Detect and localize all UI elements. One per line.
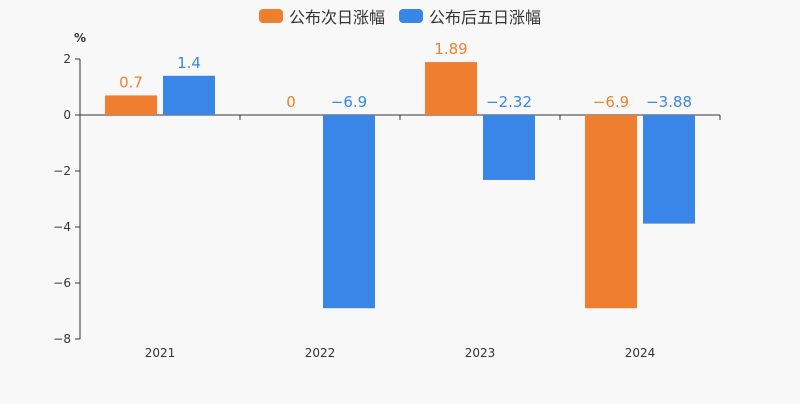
legend-swatch-series-1 [258, 9, 283, 23]
legend-label-series-2: 公布后五日涨幅 [429, 8, 542, 27]
bar-series-2-2023[interactable] [483, 115, 535, 180]
bar-label-series-2-2024: −3.88 [646, 93, 692, 111]
bars [105, 62, 695, 309]
legend-item-series-2[interactable]: 公布后五日涨幅 [399, 4, 541, 28]
y-axis-unit-label: % [74, 31, 86, 45]
y-tick-label: 2 [63, 52, 71, 66]
bar-label-series-2-2023: −2.32 [486, 93, 532, 111]
legend-label-series-1: 公布次日涨幅 [288, 8, 385, 27]
bar-label-series-1-2024: −6.9 [593, 93, 629, 111]
x-tick-label: 2023 [465, 346, 496, 360]
bar-series-2-2024[interactable] [643, 115, 695, 224]
bar-series-1-2023[interactable] [425, 62, 477, 115]
bar-label-series-2-2021: 1.4 [177, 54, 201, 72]
y-tick-label: −6 [53, 276, 71, 290]
legend-swatch-series-2 [399, 9, 423, 23]
x-tick-label: 2024 [625, 346, 656, 360]
y-tick-label: −4 [53, 220, 71, 234]
bar-series-2-2022[interactable] [323, 115, 375, 309]
bar-series-1-2024[interactable] [585, 115, 637, 309]
legend-item-series-1[interactable]: 公布次日涨幅 [258, 4, 385, 28]
legend: 公布次日涨幅 公布后五日涨幅 [0, 4, 800, 28]
bar-label-series-1-2023: 1.89 [434, 40, 467, 58]
y-tick-label: −2 [53, 164, 71, 178]
bar-label-series-1-2022: 0 [286, 93, 296, 111]
bar-series-1-2021[interactable] [105, 95, 157, 115]
y-tick-label: 0 [63, 108, 71, 122]
bar-labels: 0.7 0 1.89 −6.9 1.4 −6.9 −2.32 −3.88 [119, 40, 692, 111]
x-tick-label: 2021 [145, 346, 176, 360]
bar-label-series-2-2022: −6.9 [331, 93, 367, 111]
y-axis-ticks: 2 0 −2 −4 −6 −8 [53, 52, 80, 346]
x-axis-ticks: 2021 2022 2023 2024 [79, 115, 721, 360]
y-tick-label: −8 [53, 332, 71, 346]
bar-label-series-1-2021: 0.7 [119, 73, 143, 91]
x-tick-label: 2022 [305, 346, 336, 360]
bar-series-2-2021[interactable] [163, 75, 215, 115]
